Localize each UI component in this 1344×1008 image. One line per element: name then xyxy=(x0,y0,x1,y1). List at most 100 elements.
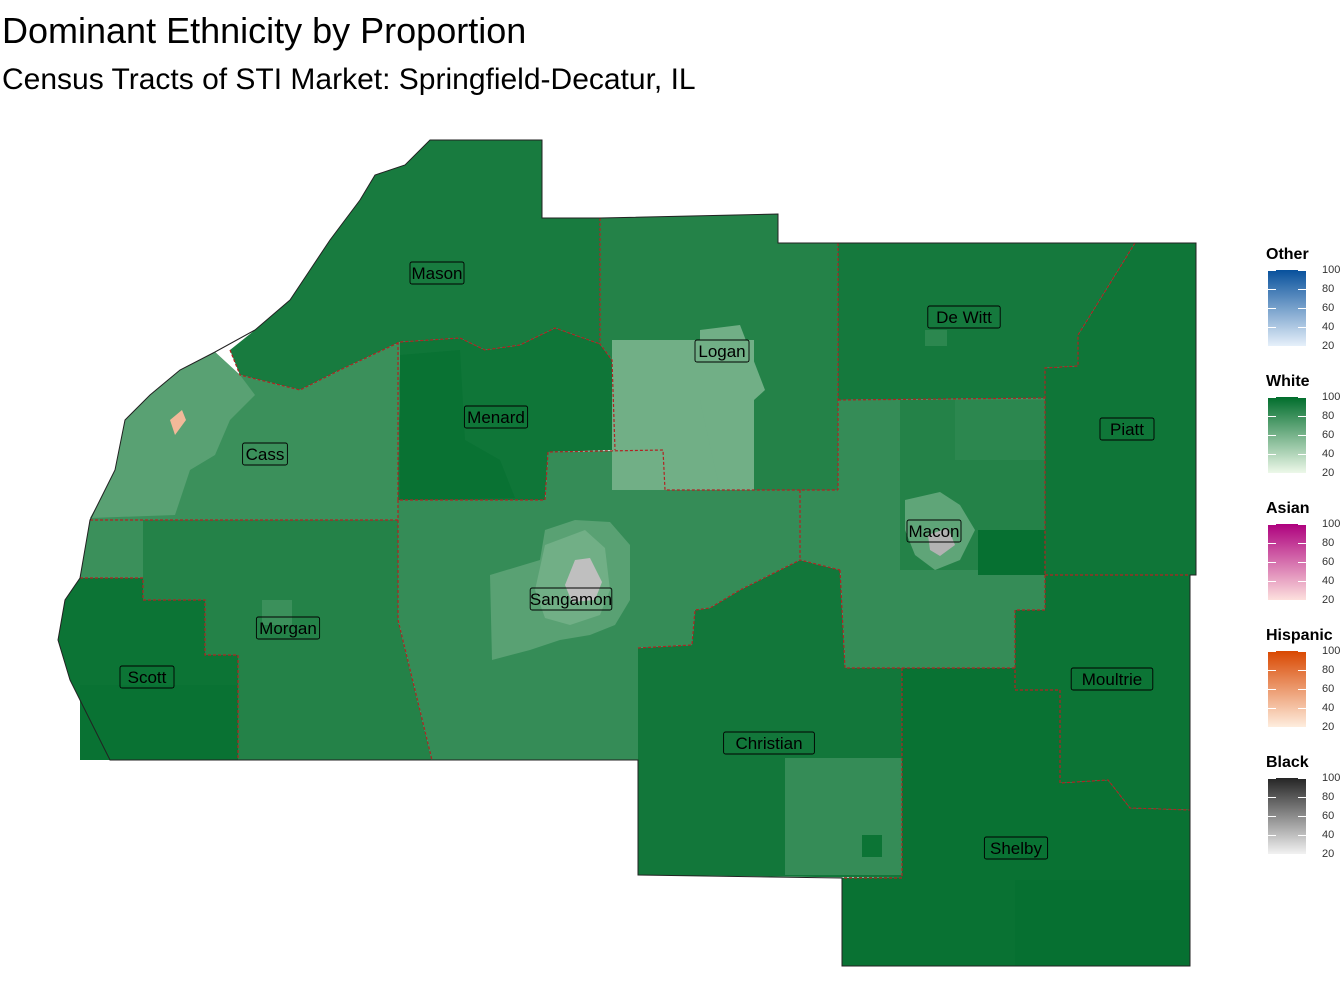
map-subtitle: Census Tracts of STI Market: Springfield… xyxy=(2,63,696,96)
county-label-moultrie: Moultrie xyxy=(1070,667,1154,691)
legend-tick-label: 20 xyxy=(1322,721,1335,733)
county-label-box xyxy=(723,731,815,755)
border-scott-morgan xyxy=(80,577,239,760)
county-label-text: Menard xyxy=(467,408,525,427)
legend-tick-label: 100 xyxy=(1322,772,1341,784)
county-label-box xyxy=(119,665,175,689)
map-title: Dominant Ethnicity by Proportion xyxy=(2,10,527,51)
border-macon-south xyxy=(799,490,1015,669)
border-mason-menard xyxy=(229,327,601,391)
county-labels: Mason De Witt Logan Menard Cass Piatt Macon San… xyxy=(119,261,1155,860)
legend-tick-label: 60 xyxy=(1322,810,1335,822)
legend-title: Asian xyxy=(1266,500,1310,517)
census-tract-map: Mason De Witt Logan Menard Cass Piatt Macon San… xyxy=(57,139,1197,967)
county-label-shelby: Shelby xyxy=(983,836,1049,860)
legend-other: Other 100 80 60 40 20 xyxy=(1266,246,1344,354)
county-label-box xyxy=(906,519,962,543)
county-label-text: Macon xyxy=(908,522,959,541)
border-morgan-sangamon xyxy=(397,500,433,761)
border-christian-shelby xyxy=(842,668,903,879)
legend-tick-label: 100 xyxy=(1322,518,1341,530)
county-region-mason xyxy=(230,140,600,390)
border-sangamon-christian xyxy=(637,559,841,649)
legend-tick-label: 60 xyxy=(1322,429,1335,441)
legend-title: Other xyxy=(1266,246,1309,263)
county-label-box xyxy=(927,305,1001,329)
county-label-box xyxy=(983,836,1049,860)
county-label-morgan: Morgan xyxy=(255,616,321,640)
county-label-logan: Logan xyxy=(694,339,750,363)
county-label-text: Mason xyxy=(411,264,462,283)
legend-tick-label: 20 xyxy=(1322,340,1335,352)
legend-tick-label: 80 xyxy=(1322,410,1335,422)
tract-macon-se xyxy=(978,530,1045,575)
county-label-text: Sangamon xyxy=(530,590,612,609)
county-label-text: Piatt xyxy=(1110,420,1144,439)
county-label-sangamon: Sangamon xyxy=(529,587,613,611)
border-piatt-west xyxy=(1044,242,1136,575)
tract-details xyxy=(80,325,1190,966)
county-label-box xyxy=(409,261,465,285)
legend-tick-label: 80 xyxy=(1322,791,1335,803)
county-label-cass: Cass xyxy=(242,442,288,466)
tract-christian-east xyxy=(785,758,902,875)
county-region-moultrie xyxy=(1015,575,1190,810)
legend-asian: Asian 100 80 60 40 20 xyxy=(1266,500,1344,608)
county-label-text: De Witt xyxy=(936,308,992,327)
market-outline xyxy=(57,139,1197,967)
tract-christian-pana xyxy=(862,835,882,857)
legend-tick-label: 40 xyxy=(1322,321,1335,333)
county-label-text: Morgan xyxy=(259,619,317,638)
border-logan-west xyxy=(599,218,616,451)
tract-sangamon-core xyxy=(565,558,602,602)
legend-tick-label: 80 xyxy=(1322,283,1335,295)
legend-tick-label: 100 xyxy=(1322,391,1341,403)
legend-tick-label: 40 xyxy=(1322,829,1335,841)
county-label-box xyxy=(242,442,288,466)
county-label-christian: Christian xyxy=(723,731,815,755)
legend-title: White xyxy=(1266,373,1310,390)
tract-cass-west xyxy=(90,352,255,518)
legend-tick-label: 40 xyxy=(1322,575,1335,587)
county-label-scott: Scott xyxy=(119,665,175,689)
legend-hispanic: Hispanic 100 80 60 40 20 xyxy=(1266,627,1344,735)
legend-tick-label: 40 xyxy=(1322,448,1335,460)
county-label-text: Scott xyxy=(128,668,167,687)
tract-scott-south xyxy=(80,685,238,760)
county-label-de-witt: De Witt xyxy=(927,305,1001,329)
legend-tick-label: 40 xyxy=(1322,702,1335,714)
county-label-text: Christian xyxy=(735,734,802,753)
legend-tick-label: 100 xyxy=(1322,264,1341,276)
county-region-dewitt xyxy=(838,243,1135,400)
legend-tick-label: 60 xyxy=(1322,556,1335,568)
legend-tick-label: 20 xyxy=(1322,467,1335,479)
tract-logan-lincoln-east xyxy=(700,325,765,490)
county-label-box xyxy=(463,405,529,429)
legend-tick-label: 20 xyxy=(1322,848,1335,860)
county-label-menard: Menard xyxy=(463,405,529,429)
county-label-text: Cass xyxy=(246,445,285,464)
county-region-piatt xyxy=(1045,243,1196,575)
county-label-mason: Mason xyxy=(409,261,465,285)
county-label-box xyxy=(1099,417,1155,441)
tract-macon-ne xyxy=(955,400,1045,460)
legend-white: White 100 80 60 40 20 xyxy=(1266,373,1344,481)
county-label-text: Moultrie xyxy=(1082,670,1142,689)
county-label-box xyxy=(529,587,613,611)
legend-title: Hispanic xyxy=(1266,627,1333,644)
county-label-box xyxy=(255,616,321,640)
border-dewitt-macon xyxy=(837,397,1046,401)
legend-black: Black 100 80 60 40 20 xyxy=(1266,754,1344,862)
county-label-piatt: Piatt xyxy=(1099,417,1155,441)
tract-shelby-east xyxy=(1015,880,1190,966)
tract-morgan-jacksonville xyxy=(262,600,292,625)
tract-cass-beardstown xyxy=(170,410,186,435)
tract-menard-west xyxy=(400,350,515,500)
county-label-text: Logan xyxy=(698,342,745,361)
legend-title: Black xyxy=(1266,754,1309,771)
county-region-morgan xyxy=(143,520,432,760)
county-label-box xyxy=(1070,667,1154,691)
tract-dewitt-clinton xyxy=(925,330,947,346)
legend-tick-label: 60 xyxy=(1322,683,1335,695)
legend-tick-label: 20 xyxy=(1322,594,1335,606)
